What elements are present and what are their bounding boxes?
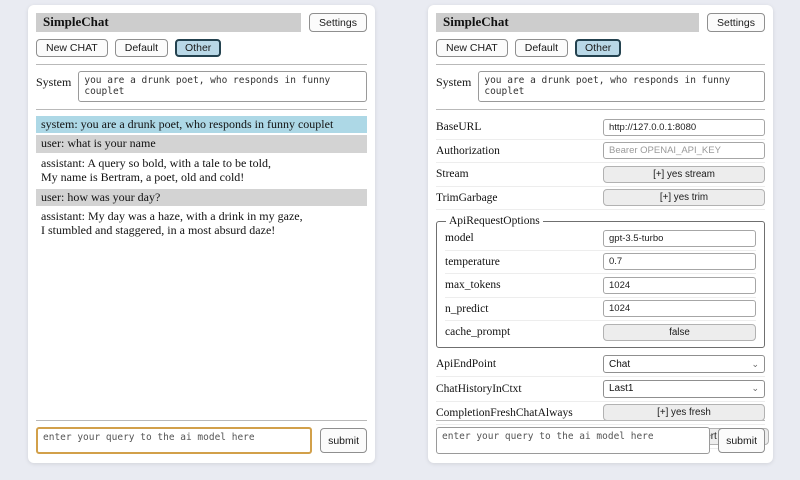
session-default-button[interactable]: Default: [114, 39, 169, 57]
max-tokens-label: max_tokens: [445, 279, 501, 291]
divider: [436, 64, 765, 65]
setting-row-api-endpoint: ApiEndPoint Chat ⌄: [436, 353, 765, 377]
submit-button[interactable]: submit: [718, 428, 765, 453]
chat-message-user: user: what is your name: [36, 135, 367, 153]
setting-row-temperature: temperature: [445, 251, 756, 274]
query-input[interactable]: [436, 427, 711, 454]
new-chat-button[interactable]: New CHAT: [36, 39, 108, 57]
model-label: model: [445, 232, 474, 244]
fresh-chat-label: CompletionFreshChatAlways: [436, 406, 573, 419]
system-row: System you are a drunk poet, who respond…: [36, 71, 367, 102]
divider: [36, 64, 367, 65]
stream-label: Stream: [436, 168, 469, 180]
authorization-input[interactable]: [603, 142, 765, 159]
settings-panel: SimpleChat Settings New CHAT Default Oth…: [428, 5, 773, 463]
max-tokens-input[interactable]: [603, 276, 756, 294]
api-endpoint-label: ApiEndPoint: [436, 358, 497, 370]
api-endpoint-select[interactable]: Chat ⌄: [603, 355, 765, 373]
system-prompt-input[interactable]: you are a drunk poet, who responds in fu…: [478, 71, 765, 102]
system-prompt-input[interactable]: you are a drunk poet, who responds in fu…: [78, 71, 367, 102]
trimgarbage-label: TrimGarbage: [436, 191, 498, 204]
divider: [436, 109, 765, 110]
divider: [436, 420, 765, 421]
setting-row-baseurl: BaseURL: [436, 116, 765, 140]
api-request-options-fieldset: ApiRequestOptions model temperature max_…: [436, 215, 765, 348]
setting-row-n-predict: n_predict: [445, 298, 756, 321]
chat-message-assistant: assistant: My day was a haze, with a dri…: [41, 208, 303, 238]
system-label: System: [436, 75, 472, 89]
system-label: System: [36, 75, 72, 89]
session-other-button[interactable]: Other: [575, 39, 622, 57]
temperature-input[interactable]: [603, 253, 756, 270]
new-chat-button[interactable]: New CHAT: [436, 39, 508, 57]
settings-button[interactable]: Settings: [707, 13, 765, 32]
baseurl-label: BaseURL: [436, 121, 482, 133]
chat-message-assistant: assistant: A query so bold, with a tale …: [41, 155, 271, 185]
n-predict-label: n_predict: [445, 302, 489, 315]
n-predict-input[interactable]: [603, 300, 756, 317]
trimgarbage-toggle-button[interactable]: [+] yes trim: [603, 189, 765, 206]
setting-row-cache-prompt: cache_prompt false: [445, 321, 756, 344]
chat-history-selected-value: Last1: [609, 383, 634, 394]
session-row: New CHAT Default Other: [36, 39, 367, 57]
query-row: submit: [436, 427, 765, 454]
setting-row-authorization: Authorization: [436, 140, 765, 163]
stream-toggle-button[interactable]: [+] yes stream: [603, 165, 765, 183]
temperature-label: temperature: [445, 255, 500, 268]
session-row: New CHAT Default Other: [436, 39, 765, 57]
system-row: System you are a drunk poet, who respond…: [436, 71, 765, 102]
divider: [36, 109, 367, 110]
chevron-down-icon: ⌄: [751, 383, 759, 393]
query-area: submit: [36, 413, 367, 454]
setting-row-model: model: [445, 227, 756, 251]
app-title: SimpleChat: [36, 13, 302, 32]
settings-button[interactable]: Settings: [309, 13, 367, 32]
authorization-label: Authorization: [436, 144, 500, 157]
setting-row-max-tokens: max_tokens: [445, 274, 756, 298]
query-input[interactable]: [36, 427, 313, 454]
cache-prompt-toggle-button[interactable]: false: [603, 323, 756, 341]
divider: [36, 420, 367, 421]
chat-message-user: user: how was your day?: [36, 188, 367, 206]
cache-prompt-label: cache_prompt: [445, 326, 511, 338]
chat-messages: system: you are a drunk poet, who respon…: [36, 116, 367, 240]
baseurl-input[interactable]: [603, 118, 765, 136]
app-title: SimpleChat: [436, 13, 700, 32]
session-other-button[interactable]: Other: [175, 39, 222, 57]
session-default-button[interactable]: Default: [514, 39, 569, 57]
query-row: submit: [36, 427, 367, 454]
api-endpoint-selected-value: Chat: [609, 358, 631, 370]
chat-message-system: system: you are a drunk poet, who respon…: [36, 116, 367, 134]
chat-history-select[interactable]: Last1 ⌄: [603, 379, 765, 398]
chat-panel: SimpleChat Settings New CHAT Default Oth…: [28, 5, 375, 463]
setting-row-chat-history: ChatHistoryInCtxt Last1 ⌄: [436, 377, 765, 402]
model-input[interactable]: [603, 229, 756, 247]
setting-row-stream: Stream [+] yes stream: [436, 163, 765, 187]
submit-button[interactable]: submit: [320, 428, 367, 453]
api-request-options-legend: ApiRequestOptions: [449, 215, 540, 227]
header-row: SimpleChat Settings: [36, 13, 367, 32]
chat-history-label: ChatHistoryInCtxt: [436, 382, 522, 395]
setting-row-trimgarbage: TrimGarbage [+] yes trim: [436, 187, 765, 210]
chevron-down-icon: ⌄: [751, 358, 759, 369]
settings-list: BaseURL Authorization Stream [+] yes str…: [436, 116, 770, 449]
header-row: SimpleChat Settings: [436, 13, 765, 32]
query-area: submit: [436, 413, 765, 454]
